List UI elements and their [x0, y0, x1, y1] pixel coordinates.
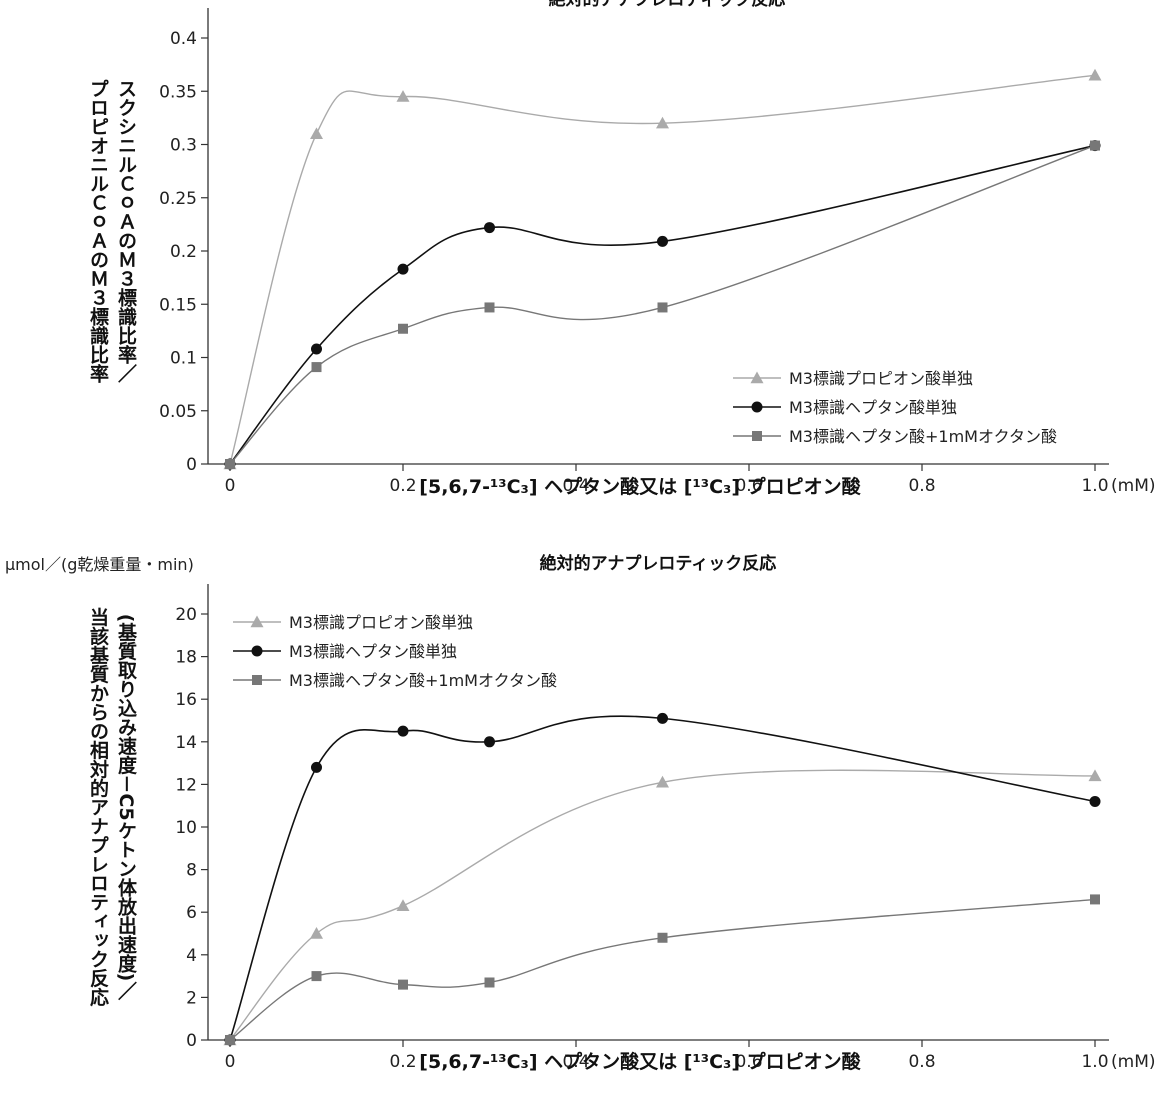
y-axis-label: (基質取り込み速度－C5ケトン体放出速度)／: [115, 614, 138, 1001]
y-tick-label: 10: [175, 818, 197, 838]
data-point: [484, 736, 495, 748]
legend-label: M3標識ヘプタン酸+1mMオクタン酸: [789, 427, 1057, 446]
series-line-1: [229, 769, 1096, 1041]
y-tick-label: 18: [175, 648, 197, 668]
data-point: [225, 459, 235, 469]
data-point: [1089, 795, 1101, 807]
data-point: [398, 979, 408, 990]
y-tick-label: 0.35: [159, 82, 197, 102]
data-point: [656, 116, 669, 129]
x-unit-label: (mM): [1111, 476, 1156, 496]
y-tick-label: 0.2: [170, 242, 197, 262]
x-tick-label: 0.8: [908, 1052, 935, 1072]
series-line-3: [229, 898, 1096, 1041]
x-tick-label: 0.4: [562, 476, 589, 496]
x-tick-label: 0.4: [562, 1052, 589, 1072]
data-point: [484, 222, 495, 234]
y-tick-label: 14: [175, 733, 197, 753]
data-point: [397, 263, 409, 275]
y-tick-label: 0: [186, 455, 197, 475]
chart-title: 絶対的アナプレロティック反応: [549, 0, 786, 10]
y-tick-label: 0.3: [170, 136, 197, 156]
y-tick-label: 20: [175, 605, 197, 625]
y-axis-label: スクシニルＣｏＡのＭ３標識比率／: [115, 79, 137, 383]
y-tick-label: 16: [175, 690, 197, 710]
legend-label: M3標識ヘプタン酸+1mMオクタン酸: [289, 671, 557, 690]
x-tick-label: 0: [225, 476, 236, 496]
y-tick-label: 6: [186, 903, 197, 923]
y-tick-label: 12: [175, 775, 197, 795]
legend-label: M3標識ヘプタン酸単独: [789, 398, 957, 417]
x-tick-label: 0.2: [389, 476, 416, 496]
data-point: [225, 1035, 235, 1045]
data-point: [396, 899, 410, 912]
data-point: [311, 362, 322, 373]
data-point: [657, 712, 668, 724]
y-tick-label: 0.25: [159, 189, 197, 209]
data-point: [657, 235, 668, 247]
data-point: [484, 302, 495, 313]
legend-marker: [251, 645, 263, 657]
legend-marker: [252, 675, 262, 685]
data-point: [657, 302, 668, 313]
x-tick-label: 1.0: [1081, 1052, 1108, 1072]
y-tick-label: 0.05: [159, 402, 197, 422]
y-axis-label: プロピオニルＣｏＡのＭ３標識比率: [87, 79, 109, 384]
data-point: [1090, 140, 1100, 151]
y-tick-label: 2: [186, 988, 197, 1008]
x-tick-label: 0.8: [908, 476, 935, 496]
data-point: [311, 971, 322, 982]
x-tick-label: 0.2: [389, 1052, 416, 1072]
y-unit-label: μmol／(g乾燥重量・min): [5, 555, 194, 574]
legend-label: M3標識ヘプタン酸単独: [289, 642, 457, 661]
data-point: [310, 927, 323, 939]
data-point: [311, 761, 322, 773]
legend-label: M3標識プロピオン酸単独: [289, 613, 473, 632]
x-axis-label: [5,6,7-¹³C₃] ヘプタン酸又は [¹³C₃] プロピオン酸: [419, 1050, 861, 1073]
y-tick-label: 4: [186, 946, 197, 966]
x-tick-label: 1.0: [1081, 476, 1108, 496]
chart-title: 絶対的アナプレロティック反応: [540, 553, 777, 574]
chart-panel-1: 絶対的アナプレロティック反応 0 0.05 0.1 0.15 0.2 0.25 0.3 0.35…: [87, 0, 1156, 498]
data-point: [1088, 68, 1102, 81]
data-point: [398, 323, 408, 334]
data-point: [396, 90, 410, 102]
data-point: [311, 343, 322, 355]
legend-marker: [751, 401, 763, 413]
legend-marker: [750, 371, 764, 384]
data-point: [397, 725, 409, 737]
y-axis-label: 当該基質からの相対的アナプレロティック反応: [87, 606, 110, 1007]
y-tick-label: 0: [186, 1031, 197, 1051]
chart-panel-2: 絶対的アナプレロティック反応 μmol／(g乾燥重量・min) 0 2 4 6 8 10 12 1…: [5, 553, 1156, 1073]
data-point: [1088, 769, 1102, 782]
y-tick-label: 0.15: [159, 295, 197, 315]
legend-marker: [250, 615, 264, 628]
x-tick-label: 0: [225, 1052, 236, 1072]
legend-marker: [752, 431, 762, 441]
x-tick-label: 0.6: [735, 1052, 762, 1072]
data-point: [657, 932, 668, 943]
data-point: [656, 775, 669, 788]
y-tick-label: 0.4: [170, 29, 197, 49]
legend-label: M3標識プロピオン酸単独: [789, 369, 973, 388]
x-unit-label: (mM): [1111, 1052, 1156, 1072]
data-point: [484, 977, 495, 988]
y-tick-label: 0.1: [170, 349, 197, 369]
data-point: [1090, 894, 1100, 905]
x-axis-label: [5,6,7-¹³C₃] ヘプタン酸又は [¹³C₃] プロピオン酸: [419, 475, 861, 498]
x-tick-label: 0.6: [735, 476, 762, 496]
series-line-2: [229, 715, 1096, 1041]
data-point: [310, 127, 323, 140]
y-tick-label: 8: [186, 861, 197, 881]
series-line-1: [229, 74, 1096, 465]
